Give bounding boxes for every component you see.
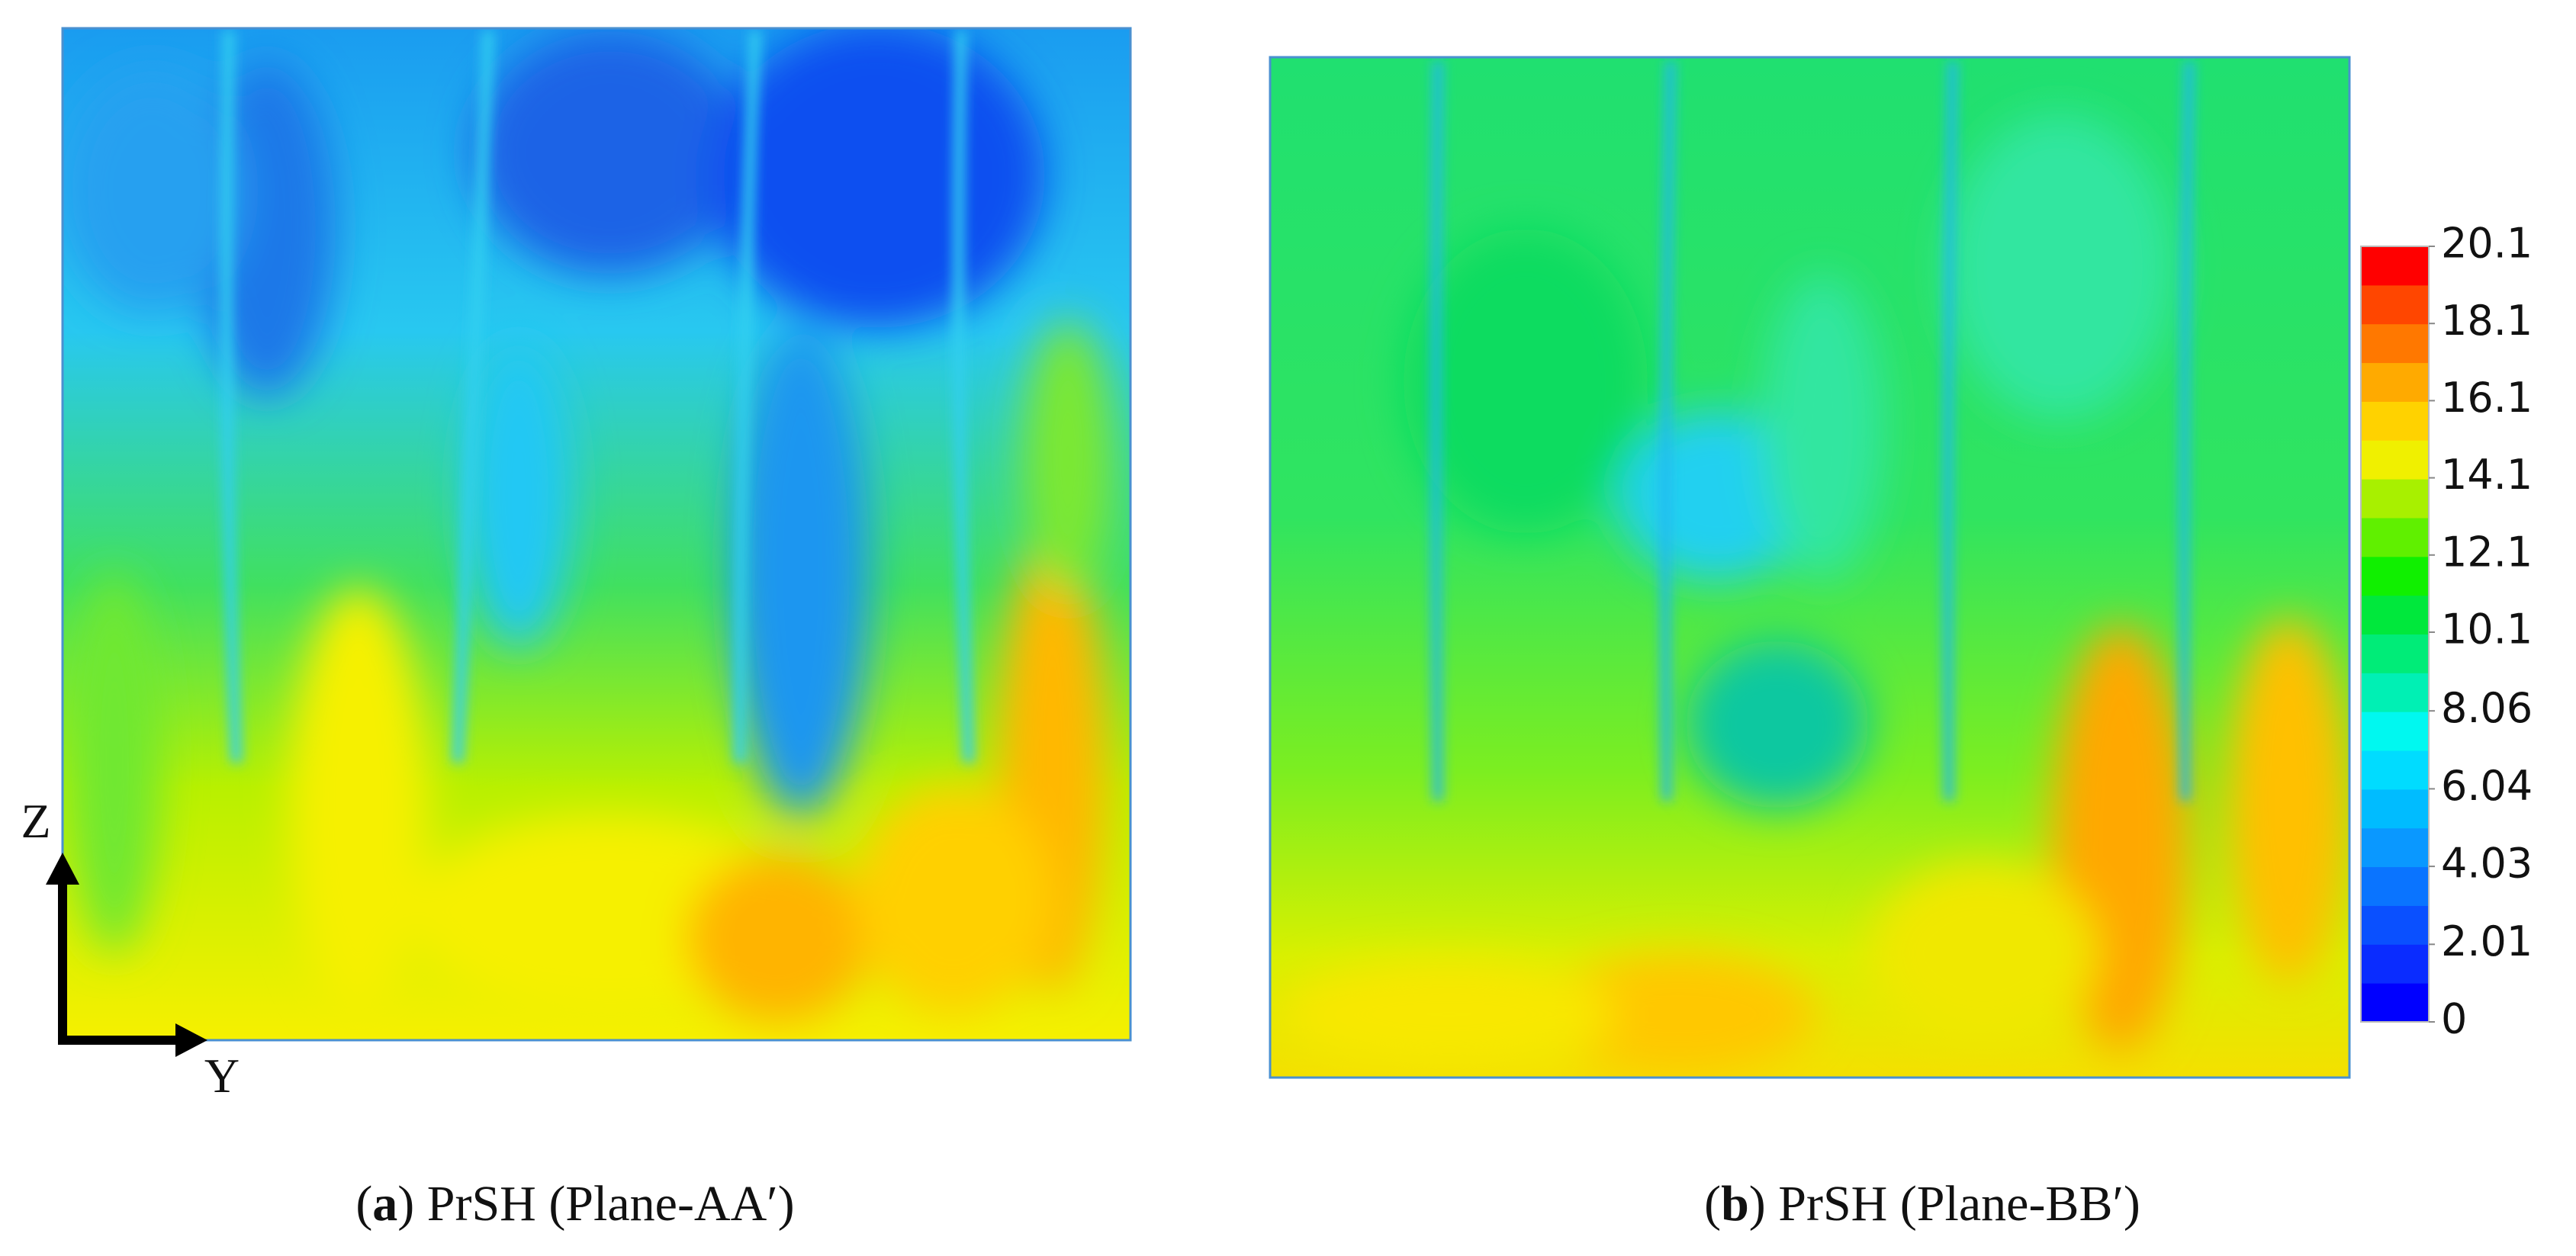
colorbar-band xyxy=(2361,866,2429,906)
colorbar-band xyxy=(2361,673,2429,712)
colorbar-band xyxy=(2361,789,2429,829)
colorbar-band xyxy=(2361,944,2429,984)
colorbar-tick-label: 14.1 xyxy=(2441,451,2533,499)
colorbar-tick-label: 18.1 xyxy=(2441,297,2533,345)
caption-prefix: ( xyxy=(1704,1176,1721,1232)
colorbar-tick-label: 12.1 xyxy=(2441,528,2533,576)
colorbar-band xyxy=(2361,634,2429,673)
colorbar: 0 2.01 4.03 6.04 8.06 10.1 12.1 14.1 16.1 18.1 20.… xyxy=(2360,220,2533,1043)
colorbar-tick-label: 8.06 xyxy=(2441,684,2533,732)
caption-text: ) PrSH (Plane-AA′) xyxy=(397,1176,794,1232)
colorbar-band xyxy=(2361,556,2429,596)
colorbar-band xyxy=(2361,440,2429,480)
plot-frame xyxy=(61,27,1132,1042)
colorbar-band xyxy=(2361,750,2429,790)
colorbar-band xyxy=(2361,323,2429,364)
caption-prefix: ( xyxy=(355,1176,372,1232)
axis-label: Z xyxy=(21,794,50,848)
colorbar-band xyxy=(2361,479,2429,519)
caption: (b) PrSH (Plane-BB′) xyxy=(1704,1176,2140,1232)
colorbar-band xyxy=(2361,712,2429,751)
colorbar-band xyxy=(2361,905,2429,945)
axis-triad: Z Y xyxy=(21,794,240,1103)
colorbar-band xyxy=(2361,362,2429,402)
caption-text: ) PrSH (Plane-BB′) xyxy=(1749,1176,2140,1232)
colorbar-band xyxy=(2361,517,2429,557)
axis-label: Y xyxy=(204,1049,240,1103)
colorbar-tick-label: 20.1 xyxy=(2441,220,2533,268)
colorbar-tick-label: 16.1 xyxy=(2441,374,2533,422)
colorbar-tick-label: 6.04 xyxy=(2441,762,2533,810)
colorbar-tick-label: 2.01 xyxy=(2441,917,2533,965)
plot-frame xyxy=(1269,56,2351,1079)
colorbar-band xyxy=(2361,827,2429,868)
colorbar-frame xyxy=(2360,246,2430,1023)
caption-label: b xyxy=(1721,1176,1749,1232)
colorbar-tick-label: 4.03 xyxy=(2441,840,2533,888)
caption: (a) PrSH (Plane-AA′) xyxy=(355,1176,794,1232)
colorbar-band xyxy=(2361,401,2429,441)
caption-label: a xyxy=(372,1176,397,1232)
contour-plane-aa xyxy=(63,28,1130,1040)
colorbar-band xyxy=(2361,595,2429,634)
colorbar-tick-label: 0 xyxy=(2441,995,2467,1043)
colorbar-band xyxy=(2361,983,2429,1023)
colorbar-band xyxy=(2361,284,2429,325)
colorbar-band xyxy=(2361,246,2429,286)
colorbar-tick-label: 10.1 xyxy=(2441,606,2533,654)
contour-plane-bb xyxy=(1270,57,2349,1078)
